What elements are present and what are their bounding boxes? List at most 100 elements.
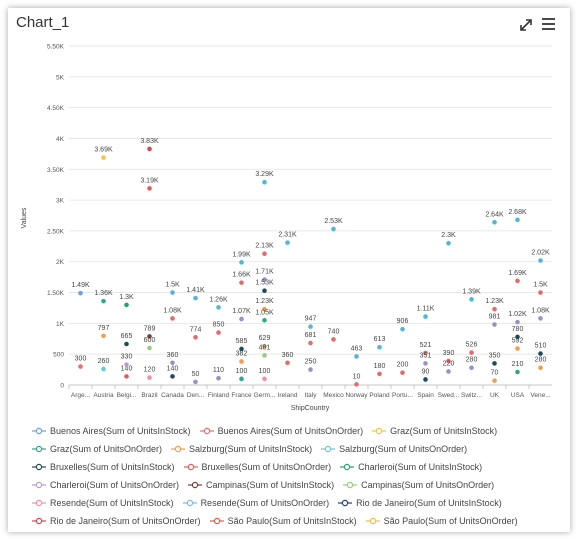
x-tick-label: Brazil: [141, 392, 158, 399]
point: [147, 146, 152, 152]
legend-item[interactable]: Charleroi(Sum of UnitsOnOrder): [32, 479, 179, 491]
legend-label: Graz(Sum of UnitsInStock): [390, 426, 498, 436]
legend-icon: [343, 481, 358, 489]
data-label: 780: [512, 326, 524, 333]
data-label: 300: [75, 356, 87, 363]
point: [262, 376, 267, 382]
legend-marker: [343, 463, 351, 471]
data-label: 180: [374, 363, 386, 370]
data-label: 850: [213, 322, 225, 329]
legend-item[interactable]: Salzburg(Sum of UnitsInStock): [171, 443, 312, 455]
chart-title: Chart_1: [16, 14, 70, 31]
legend-label: Salzburg(Sum of UnitsInStock): [189, 444, 313, 454]
legend-marker: [35, 463, 43, 471]
expand-icon[interactable]: [520, 19, 532, 31]
point: [262, 179, 267, 185]
legend-item[interactable]: São Paulo(Sum of UnitsInStock): [209, 515, 357, 527]
point: [239, 316, 244, 322]
data-label: 280: [535, 357, 547, 364]
point: [239, 346, 244, 352]
point: [423, 350, 428, 356]
point: [377, 344, 382, 350]
legend-marker: [187, 463, 194, 471]
data-label: 2.02K: [531, 249, 550, 256]
point: [354, 382, 359, 387]
data-label: 3.83K: [140, 138, 159, 145]
x-tick-label: Poland: [369, 392, 390, 399]
legend-item[interactable]: Rio de Janeiro(Sum of UnitsOnOrder): [32, 515, 201, 527]
point: [515, 278, 520, 284]
legend-label: Resende(Sum of UnitsOnOrder): [200, 498, 330, 508]
point: [492, 219, 497, 225]
point: [101, 155, 106, 160]
legend-item[interactable]: Resende(Sum of UnitsOnOrder): [182, 497, 330, 509]
y-tick-label: 3K: [56, 198, 65, 205]
legend-label: Resende(Sum of UnitsInStock): [50, 498, 174, 508]
point: [101, 366, 106, 372]
point: [354, 354, 359, 359]
x-tick-label: Canada: [161, 392, 184, 399]
point: [515, 319, 520, 325]
point: [515, 346, 520, 351]
point: [262, 343, 267, 349]
data-label: 3.69K: [94, 147, 113, 154]
data-label: 947: [305, 316, 317, 323]
legend-icon: [32, 517, 46, 525]
legend-item[interactable]: Graz(Sum of UnitsInStock): [372, 425, 497, 437]
data-label: 797: [98, 325, 110, 332]
data-label: 1.41K: [186, 287, 205, 294]
y-tick-label: 1K: [56, 321, 65, 328]
data-label: 2.68K: [508, 209, 527, 216]
data-label: 140: [121, 365, 133, 372]
legend-icon: [171, 445, 186, 453]
point: [147, 375, 152, 380]
point: [308, 324, 313, 329]
legend-item[interactable]: Buenos Aires(Sum of UnitsInStock): [32, 425, 191, 437]
legend-item[interactable]: Campinas(Sum of UnitsInStock): [188, 479, 334, 491]
legend-label: Campinas(Sum of UnitsInStock): [206, 480, 335, 490]
legend-icon: [321, 445, 336, 453]
legend-marker: [324, 445, 332, 453]
point: [193, 379, 198, 385]
legend-item[interactable]: Charleroi(Sum of UnitsInStock): [340, 461, 482, 473]
point: [239, 376, 244, 382]
x-tick-label: Ireland: [278, 392, 298, 399]
point: [446, 358, 451, 364]
data-label: 1.07K: [232, 308, 251, 315]
x-tick-label: USA: [511, 392, 525, 399]
point: [285, 360, 290, 366]
legend-item[interactable]: Salzburg(Sum of UnitsOnOrder): [321, 443, 467, 455]
point: [101, 333, 106, 339]
legend-item[interactable]: Graz(Sum of UnitsOnOrder): [32, 443, 162, 455]
legend-item[interactable]: Rio de Janeiro(Sum of UnitsInStock): [338, 497, 502, 509]
x-tick-label: Spain: [417, 392, 434, 399]
legend-icon: [32, 445, 46, 453]
menu-icon[interactable]: [542, 18, 555, 30]
x-tick-label: Austria: [93, 392, 114, 399]
legend-icon: [32, 481, 46, 489]
data-label: 1.08K: [163, 307, 182, 314]
point: [331, 337, 336, 342]
data-label: 110: [213, 367, 224, 374]
legend-item[interactable]: Bruxelles(Sum of UnitsOnOrder): [183, 461, 331, 473]
legend-icon: [365, 517, 380, 525]
data-label: 250: [305, 359, 317, 366]
point: [331, 226, 336, 232]
legend-icon: [199, 427, 214, 435]
legend-item[interactable]: Buenos Aires(Sum of UnitsOnOrder): [199, 425, 363, 437]
point: [308, 367, 313, 372]
point: [147, 186, 152, 191]
point: [239, 280, 244, 285]
x-tick-label: Norway: [345, 392, 368, 399]
y-axis-title: Values: [21, 207, 28, 228]
legend-marker: [35, 499, 43, 507]
x-tick-label: Swed...: [438, 392, 460, 399]
legend-item[interactable]: Campinas(Sum of UnitsOnOrder): [343, 479, 494, 491]
legend-item[interactable]: Resende(Sum of UnitsInStock): [32, 497, 174, 509]
point: [492, 322, 497, 327]
legend-item[interactable]: São Paulo(Sum of UnitsOnOrder): [365, 515, 518, 527]
point: [308, 340, 313, 346]
data-label: 1.66K: [232, 272, 251, 279]
legend-item[interactable]: Bruxelles(Sum of UnitsInStock): [32, 461, 175, 473]
x-tick-label: UK: [490, 392, 500, 399]
